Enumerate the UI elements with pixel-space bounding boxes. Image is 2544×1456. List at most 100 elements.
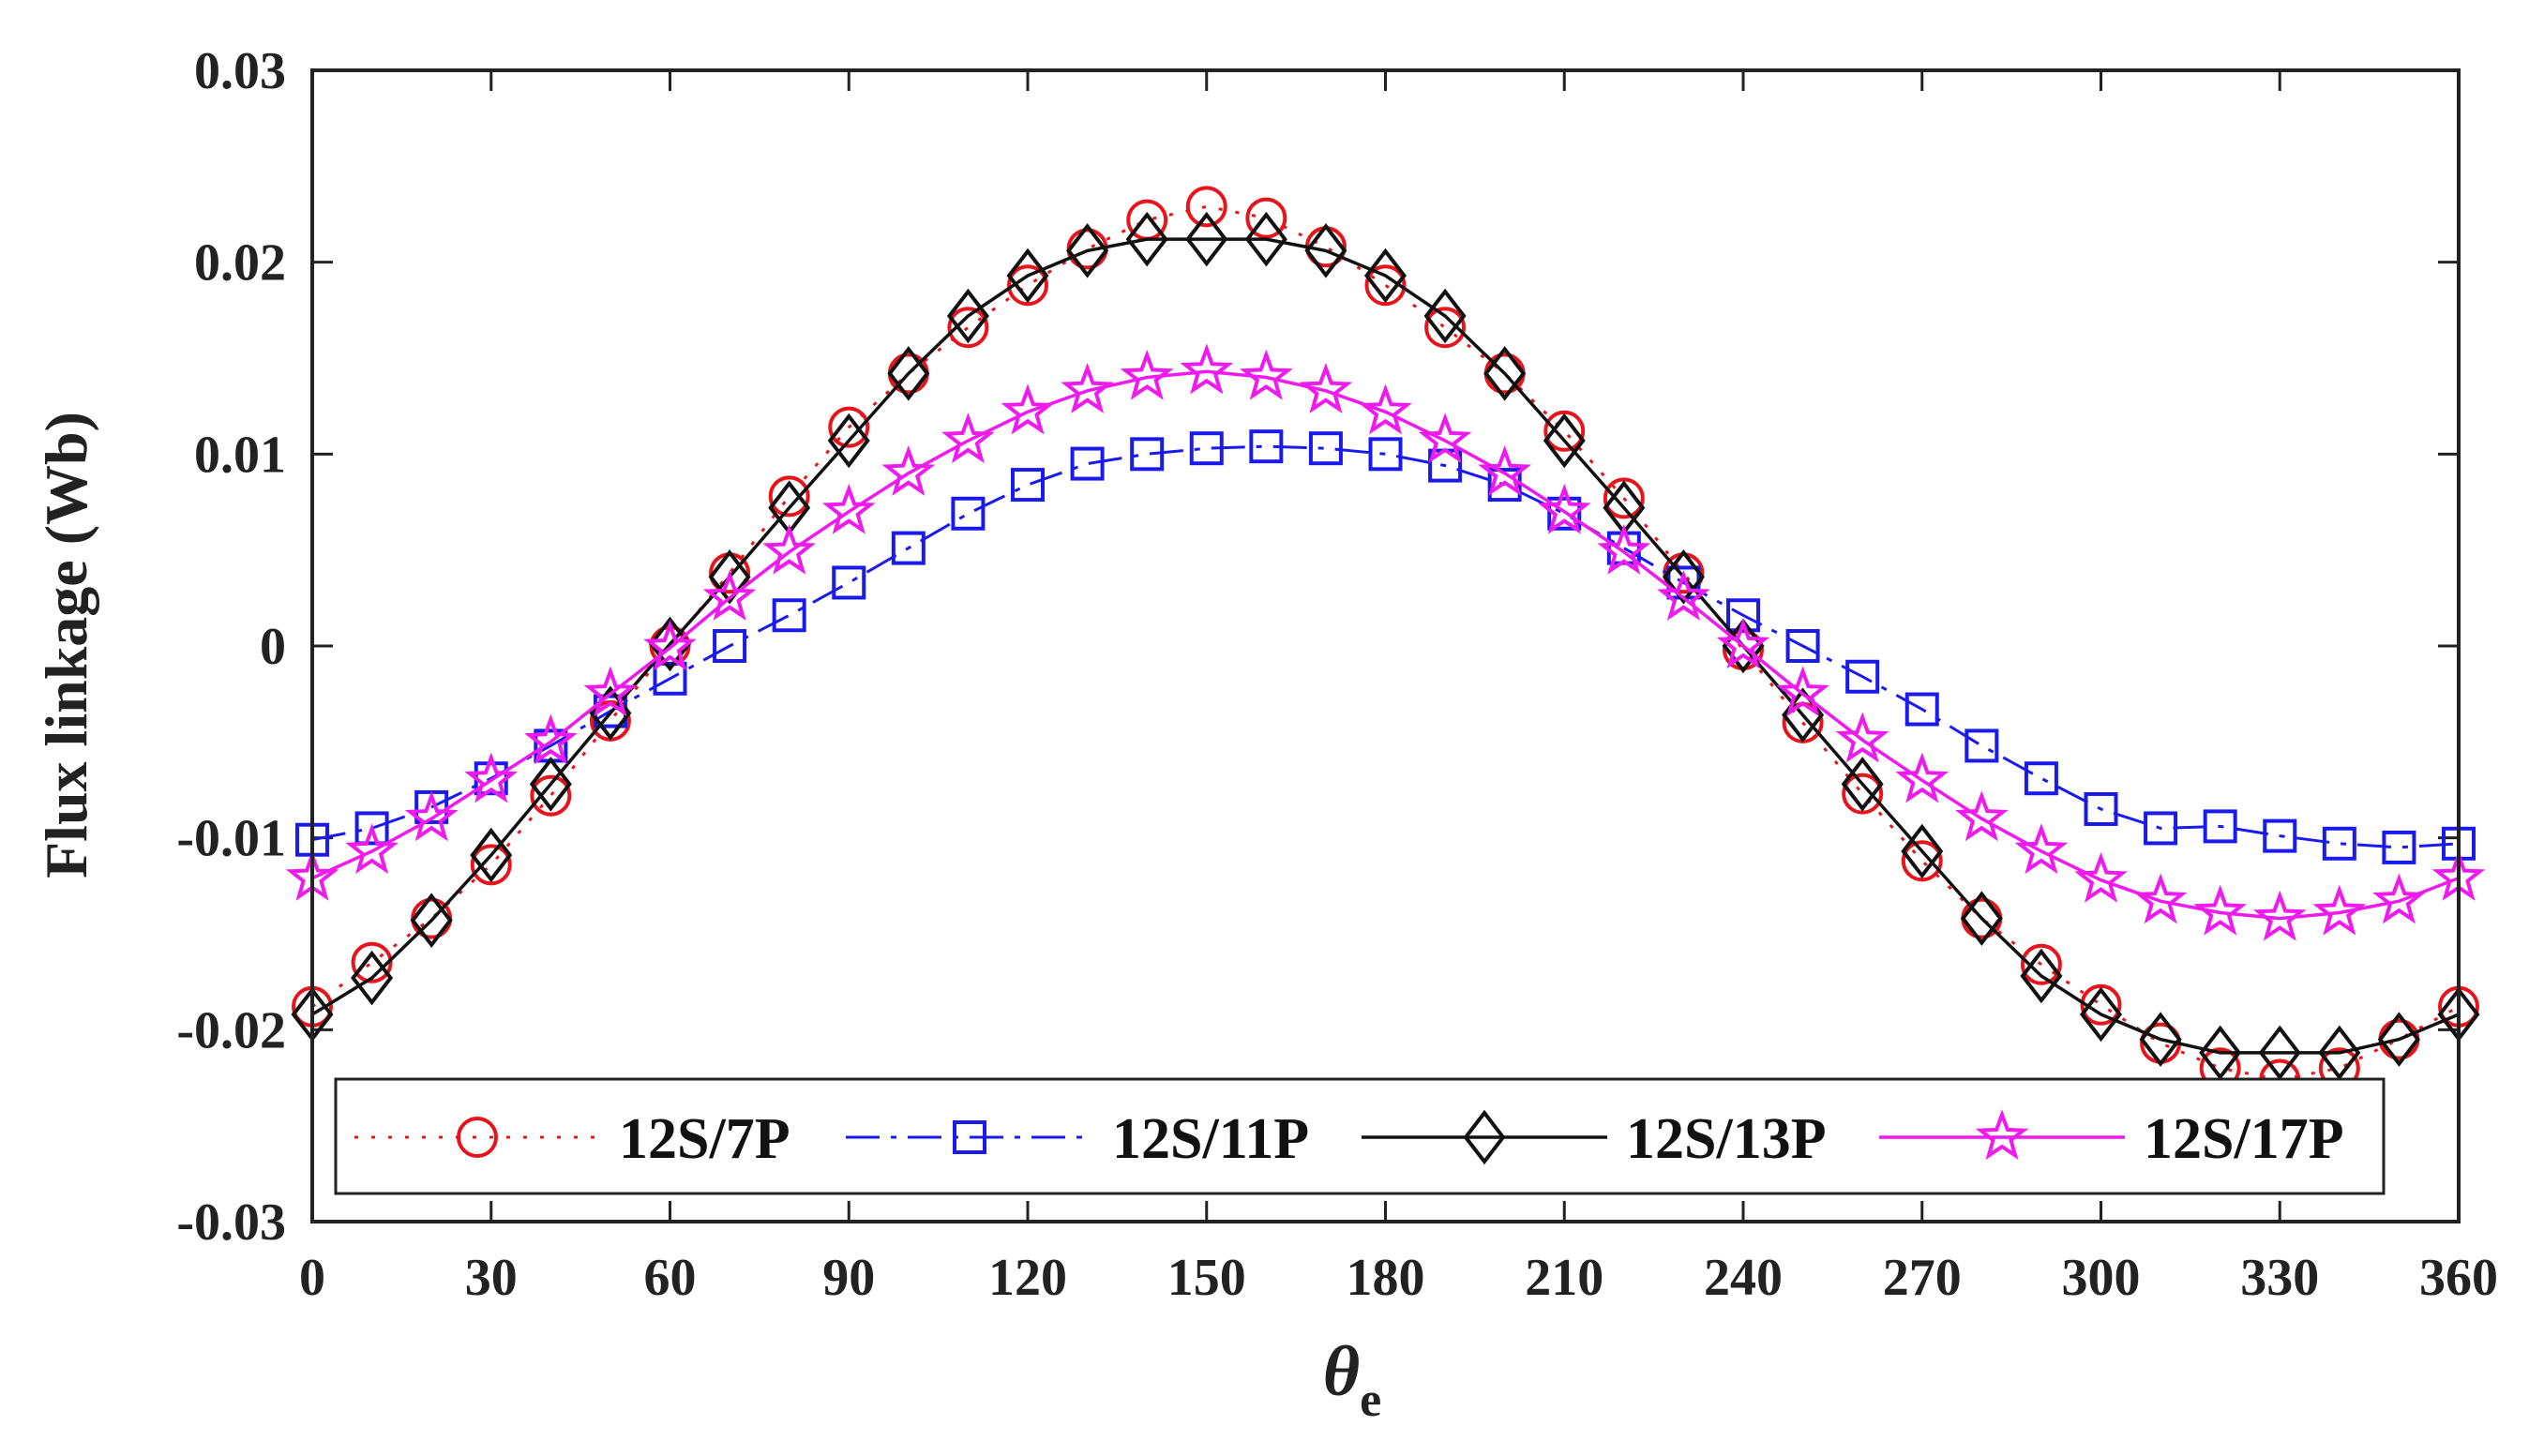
data-point (1895, 752, 1949, 803)
series-12S/17P (285, 343, 2486, 941)
data-point (2133, 873, 2188, 924)
data-point (2139, 1012, 2182, 1067)
data-point (1308, 431, 1343, 466)
legend-marker (953, 1120, 986, 1154)
data-point (1547, 496, 1582, 531)
data-point (470, 827, 513, 883)
data-point (1726, 598, 1760, 633)
x-tick-label: 240 (1704, 1249, 1783, 1307)
data-point (1955, 790, 2009, 842)
legend-entry: 12S/17P (1879, 1107, 2344, 1171)
data-point (2084, 791, 2118, 826)
data-point (1835, 712, 1889, 763)
series-12S/11P (295, 429, 2476, 864)
data-point (702, 570, 757, 621)
data-point (941, 413, 995, 464)
legend-label: 12S/7P (619, 1107, 790, 1171)
data-point (708, 549, 751, 605)
data-point (1904, 692, 1939, 727)
data-point (1785, 629, 1820, 663)
data-point (2193, 884, 2247, 936)
data-point (1185, 211, 1228, 267)
data-point (832, 565, 866, 600)
data-point (354, 811, 389, 846)
data-point (1130, 437, 1165, 472)
data-point (1841, 757, 1884, 812)
data-point (410, 893, 453, 948)
data-point (464, 752, 519, 803)
data-point (583, 666, 638, 717)
y-tick-label: 0.02 (194, 234, 286, 293)
data-point (1249, 429, 1284, 464)
data-point (1537, 483, 1591, 534)
data-point (768, 475, 810, 518)
x-tick-label: 90 (822, 1249, 875, 1307)
series-line (311, 444, 2460, 849)
series-layer (285, 186, 2486, 1101)
legend-label: 12S/17P (2144, 1107, 2344, 1171)
data-point (2263, 818, 2297, 853)
data-point (1368, 437, 1403, 472)
data-point (2014, 823, 2069, 875)
data-point (1011, 468, 1045, 503)
data-point (1001, 383, 1055, 435)
x-axis-label-symbol: θ (1323, 1332, 1360, 1411)
data-point (828, 406, 870, 448)
x-axis-ticks: 0 30 60 90 120 150 180 210 240 270 300 330 360 (299, 70, 2498, 1307)
data-point (1066, 223, 1109, 278)
data-point (1245, 197, 1287, 239)
data-point (1597, 523, 1651, 575)
data-point (404, 790, 459, 842)
data-point (2020, 943, 2062, 985)
data-point (1901, 840, 1943, 882)
legend-label: 12S/11P (1112, 1107, 1309, 1171)
data-point (1543, 410, 1586, 452)
data-point (947, 307, 989, 349)
legend: 12S/7P 12S/11P 12S/13P 12S/17P (334, 1077, 2386, 1195)
x-tick-label: 360 (2419, 1249, 2498, 1307)
series-line (311, 369, 2460, 921)
data-point (1960, 891, 2003, 946)
data-point (1657, 570, 1710, 621)
data-point (1304, 223, 1347, 278)
data-point (2020, 948, 2063, 1004)
data-point (1061, 363, 1114, 413)
data-point (643, 620, 697, 671)
data-point (1180, 343, 1234, 395)
data-point (2377, 1012, 2420, 1067)
data-point (827, 413, 870, 469)
data-point (529, 757, 572, 812)
data-point (1240, 349, 1293, 400)
data-point (1363, 248, 1407, 304)
data-point (887, 346, 930, 401)
data-point (1483, 346, 1527, 401)
x-tick-label: 150 (1167, 1249, 1246, 1307)
y-tick-label: 0.01 (194, 426, 286, 484)
y-axis-ticks: -0.03 -0.02 -0.01 0 0.01 0.02 0.03 (176, 42, 2459, 1252)
x-tick-label: 180 (1347, 1249, 1425, 1307)
legend-entry: 12S/13P (1362, 1107, 1827, 1171)
legend-marker (1463, 1109, 1506, 1165)
data-point (653, 661, 687, 696)
x-tick-label: 120 (988, 1249, 1067, 1307)
y-axis-label: Flux linkage (Wb) (33, 412, 99, 878)
x-axis-label: θe (1323, 1332, 1382, 1427)
data-point (2372, 873, 2426, 924)
x-axis-label-subscript: e (1360, 1373, 1381, 1427)
y-tick-label: -0.02 (176, 1001, 286, 1059)
data-point (713, 629, 747, 663)
data-point (351, 950, 394, 1006)
legend-marker (1975, 1109, 2029, 1161)
data-point (2203, 809, 2237, 844)
data-point (1423, 288, 1467, 344)
data-point (2144, 811, 2178, 846)
data-point (470, 844, 512, 886)
data-point (1603, 477, 1645, 519)
data-point (762, 523, 816, 575)
plot-frame (310, 68, 2461, 1223)
data-point (2318, 1025, 2361, 1081)
y-tick-label: -0.03 (176, 1193, 286, 1252)
data-point (2074, 851, 2128, 903)
x-tick-label: 30 (465, 1249, 518, 1307)
